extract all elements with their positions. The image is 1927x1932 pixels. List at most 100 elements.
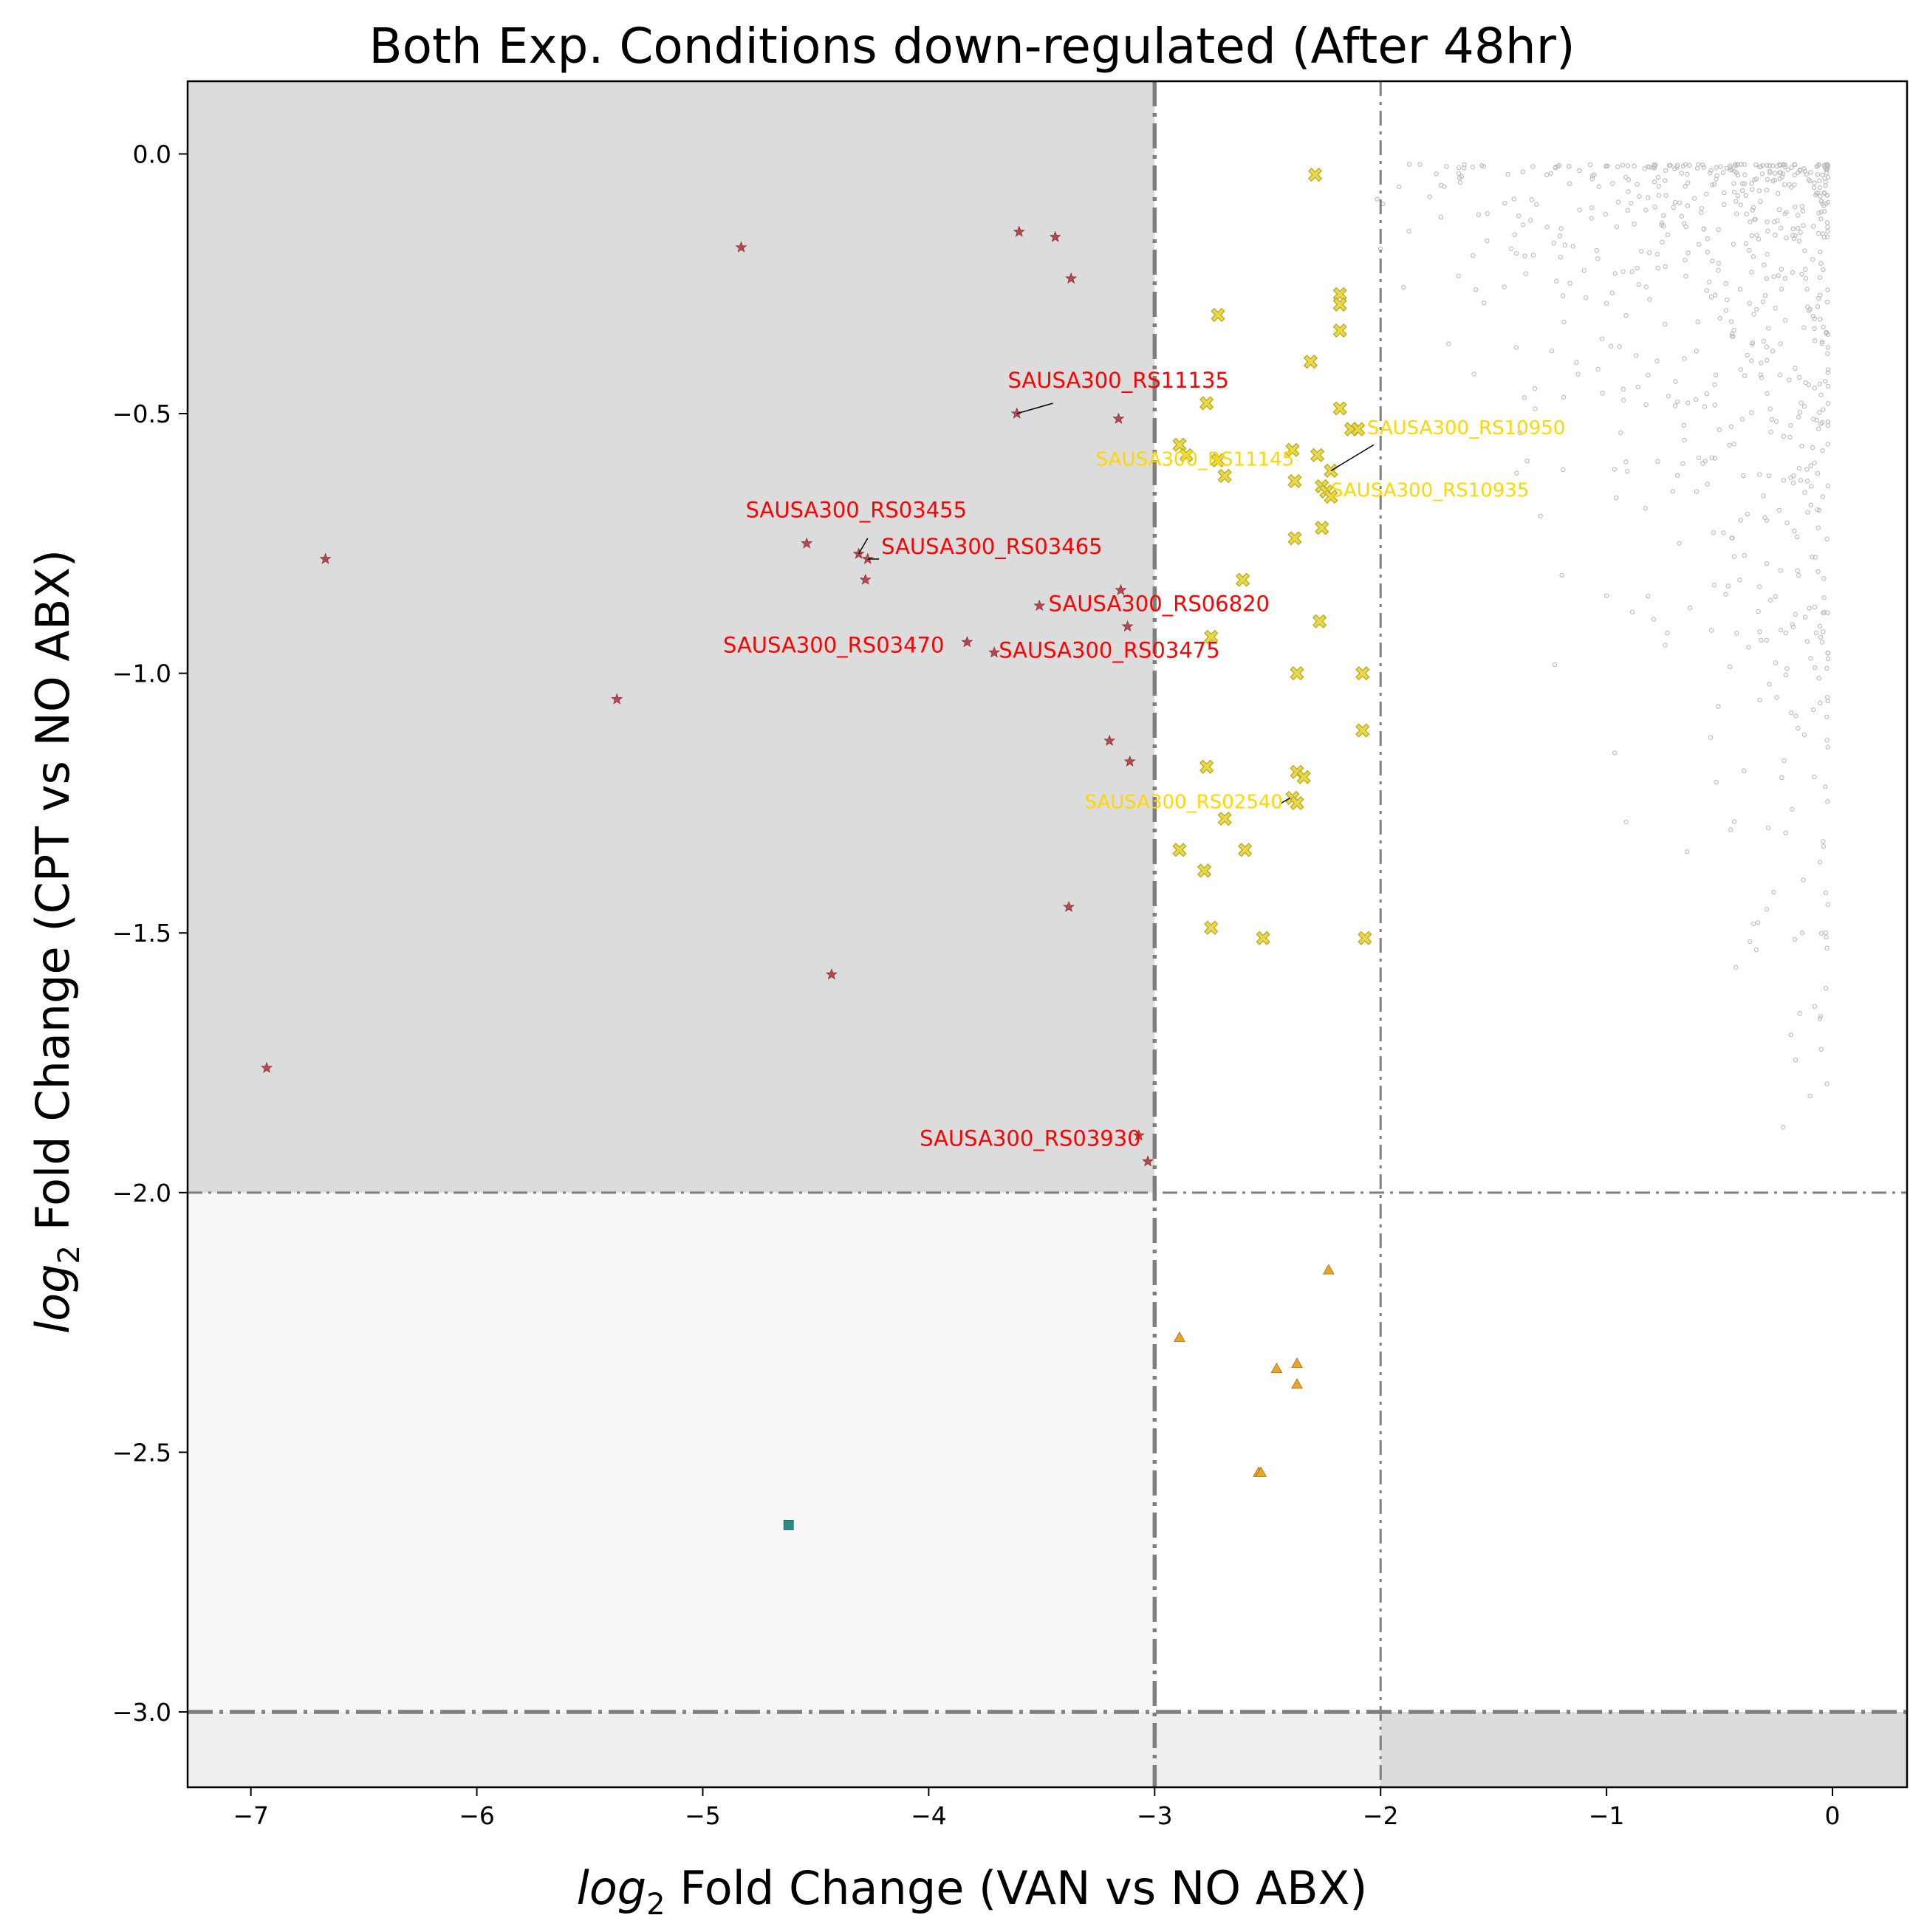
circle-point [1663, 264, 1668, 270]
circle-point [1561, 394, 1567, 400]
circle-point [1772, 177, 1777, 183]
circle-point [1712, 456, 1718, 461]
circle-point [1739, 188, 1745, 193]
circle-point [1796, 225, 1801, 231]
circle-point [1652, 205, 1657, 210]
circle-point [1790, 622, 1795, 627]
x-point [1332, 323, 1347, 338]
circle-point [1810, 554, 1815, 560]
circle-point [1575, 371, 1581, 377]
circle-point [1824, 234, 1830, 239]
circle-point [1656, 184, 1662, 189]
circle-point [1758, 372, 1764, 377]
circle-point [1765, 326, 1771, 331]
circle-point [1485, 210, 1490, 216]
circle-point [1773, 419, 1779, 424]
x-mark-stroke [1174, 439, 1185, 451]
x-axis-label-log: log [577, 1861, 647, 1915]
circle-point [1825, 656, 1831, 662]
star-point [1142, 1155, 1154, 1167]
circle-point [1799, 930, 1805, 936]
circle-point [1636, 281, 1641, 287]
circle-point [1559, 572, 1564, 578]
circle-point [1792, 936, 1798, 942]
circle-point [1808, 656, 1813, 661]
x-point [1310, 448, 1325, 462]
circle-point [1799, 204, 1805, 209]
circle-point [1731, 242, 1736, 247]
circle-point [1749, 181, 1754, 186]
x-point [1172, 437, 1187, 452]
circle-point [1710, 258, 1715, 264]
x-mark-stroke [1257, 932, 1269, 945]
circle-point [1761, 338, 1766, 344]
circle-point [1712, 402, 1717, 408]
circle-point [1635, 182, 1640, 187]
circle-point [1459, 174, 1465, 179]
circle-point [1655, 459, 1660, 464]
circle-point [1691, 196, 1697, 201]
annotation-leader-lines [858, 402, 1375, 804]
circle-point [1577, 168, 1582, 174]
circle-point [1589, 176, 1595, 182]
circle-point [1725, 583, 1731, 589]
circle-point [1783, 830, 1788, 836]
circle-point [1679, 171, 1685, 176]
x-mark-stroke [1298, 771, 1310, 784]
circle-point [1788, 475, 1793, 480]
circle-point [1825, 383, 1831, 389]
circle-point [1589, 216, 1594, 221]
circle-point [1733, 211, 1739, 216]
circle-point [1754, 306, 1759, 312]
circle-point [1801, 223, 1806, 228]
circle-point [1796, 466, 1802, 471]
circle-point [1481, 164, 1486, 169]
circle-point [1427, 194, 1432, 199]
circle-point [1522, 253, 1527, 258]
triangle-point [1291, 1378, 1303, 1389]
x-mark-stroke [1311, 449, 1324, 462]
y-tick-label: −2.0 [112, 1179, 171, 1208]
circle-point [1707, 279, 1712, 284]
gene-annotations: SAUSA300_RS11135 SAUSA300_RS03455 SAUSA300… [723, 368, 1565, 1151]
circle-point [1815, 525, 1821, 530]
circle-point [1583, 295, 1589, 301]
x-axis-label-text: Fold Change (VAN vs NO ABX) [665, 1861, 1368, 1915]
circle-point [1818, 193, 1823, 199]
circle-point [1663, 193, 1668, 198]
circle-point [1524, 458, 1530, 464]
circle-point [1570, 244, 1575, 249]
circle-point [1765, 228, 1770, 234]
circle-point [1533, 406, 1538, 411]
circle-point [1759, 171, 1765, 177]
circle-point [1549, 348, 1555, 354]
circle-point [1735, 162, 1740, 167]
circle-point [1462, 165, 1467, 171]
circle-point [1804, 467, 1810, 472]
circle-point [1626, 177, 1632, 182]
x-mark-stroke [1289, 475, 1301, 487]
circle-point [1557, 233, 1563, 239]
circle-point [1762, 262, 1767, 267]
circle-point [1731, 442, 1736, 447]
circle-point [1625, 163, 1631, 168]
circle-point [1779, 174, 1784, 179]
circle-point [1770, 349, 1776, 354]
circle-point [1812, 386, 1818, 391]
circle-point [1685, 180, 1691, 185]
circle-point [1696, 455, 1702, 461]
x-point [1355, 723, 1370, 738]
circle-point [1693, 397, 1699, 402]
circle-point [1801, 404, 1807, 409]
circle-point [1815, 470, 1821, 476]
circle-point [1792, 182, 1797, 188]
circle-point [1647, 297, 1652, 302]
circle-point [1708, 628, 1714, 633]
circle-point [1396, 184, 1402, 190]
circle-point [1808, 170, 1813, 175]
circle-point [1711, 182, 1717, 187]
circle-point [1725, 297, 1730, 303]
circle-point [1825, 370, 1830, 375]
circle-point [1589, 205, 1595, 210]
circle-point [1731, 819, 1737, 824]
